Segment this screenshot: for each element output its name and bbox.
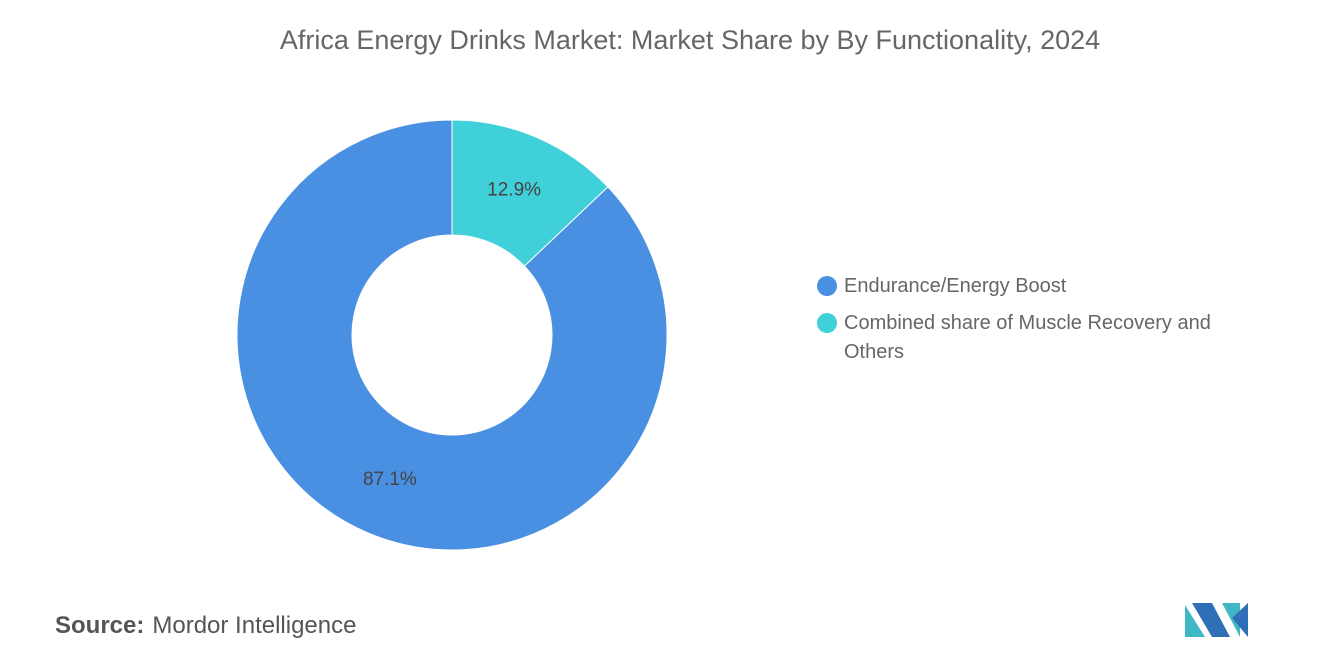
legend-label: Combined share of Muscle Recovery and Ot… (844, 312, 1211, 363)
legend: Endurance/Energy Boost Combined share of … (815, 272, 1265, 375)
legend-marker (817, 276, 837, 296)
chart-title: Africa Energy Drinks Market: Market Shar… (280, 25, 1100, 55)
slice (236, 119, 668, 551)
value-label: 12.9% (487, 179, 541, 200)
legend-label: Endurance/Energy Boost (844, 275, 1067, 297)
legend-item: Endurance/Energy Boost (815, 272, 1265, 301)
slice (451, 119, 609, 267)
value-label: 87.1% (363, 469, 417, 490)
source-name: Mordor Intelligence (152, 612, 357, 639)
source-label: Source: (55, 612, 145, 639)
legend-marker (817, 313, 837, 333)
legend-item: Combined share of Muscle Recovery and Ot… (815, 309, 1265, 367)
source: Source: Mordor Intelligence (55, 612, 356, 640)
logo (1185, 603, 1248, 637)
donut: 87.1% 12.9% (236, 119, 668, 551)
